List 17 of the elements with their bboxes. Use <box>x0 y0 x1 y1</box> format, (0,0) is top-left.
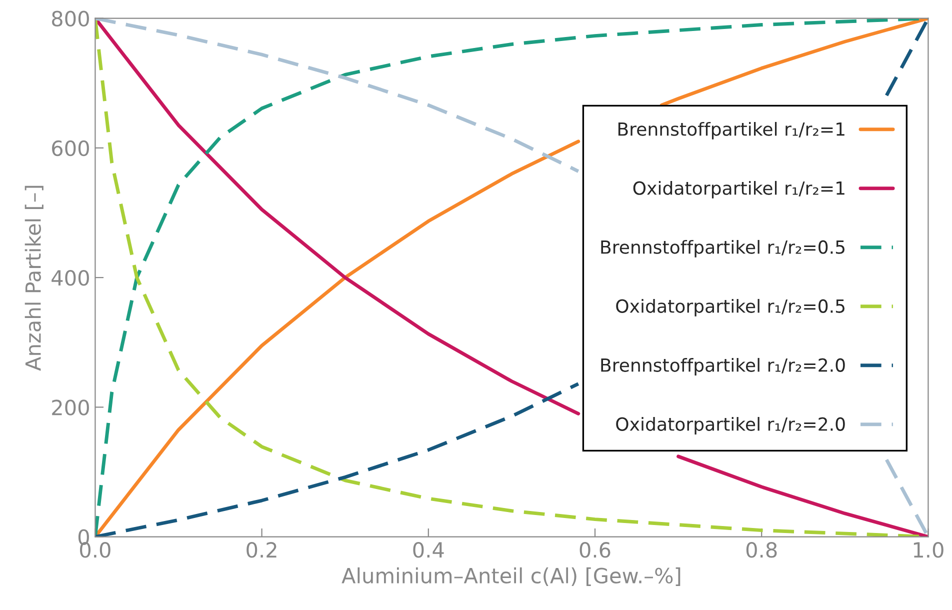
legend-label: Oxidatorpartikel r₁/r₂=1 <box>633 180 844 198</box>
legend-label: Brennstoffpartikel r₁/r₂=2.0 <box>601 358 845 376</box>
y-tick-label: 200 <box>52 400 89 416</box>
y-tick-label: 800 <box>52 10 89 27</box>
x-tick-label: 1.0 <box>914 542 944 558</box>
x-tick-label: 0.8 <box>746 542 777 558</box>
x-tick-label: 0.4 <box>413 542 444 558</box>
legend-label: Oxidatorpartikel r₁/r₂=0.5 <box>616 298 844 316</box>
y-tick-label: 400 <box>52 270 89 286</box>
x-axis-title: Aluminium–Anteil c(Al) [Gew.–%] <box>342 567 680 586</box>
legend-label: Oxidatorpartikel r₁/r₂=2.0 <box>616 416 845 434</box>
legend-label: Brennstoffpartikel r₁/r₂=0.5 <box>601 240 844 258</box>
y-axis-title: Anzahl Partikel [–] <box>24 186 44 371</box>
x-tick-label: 0.6 <box>580 542 610 558</box>
y-tick-label: 600 <box>52 140 89 156</box>
x-tick-label: 0.2 <box>246 542 276 558</box>
legend-label: Brennstoffpartikel r₁/r₂=1 <box>618 122 844 140</box>
